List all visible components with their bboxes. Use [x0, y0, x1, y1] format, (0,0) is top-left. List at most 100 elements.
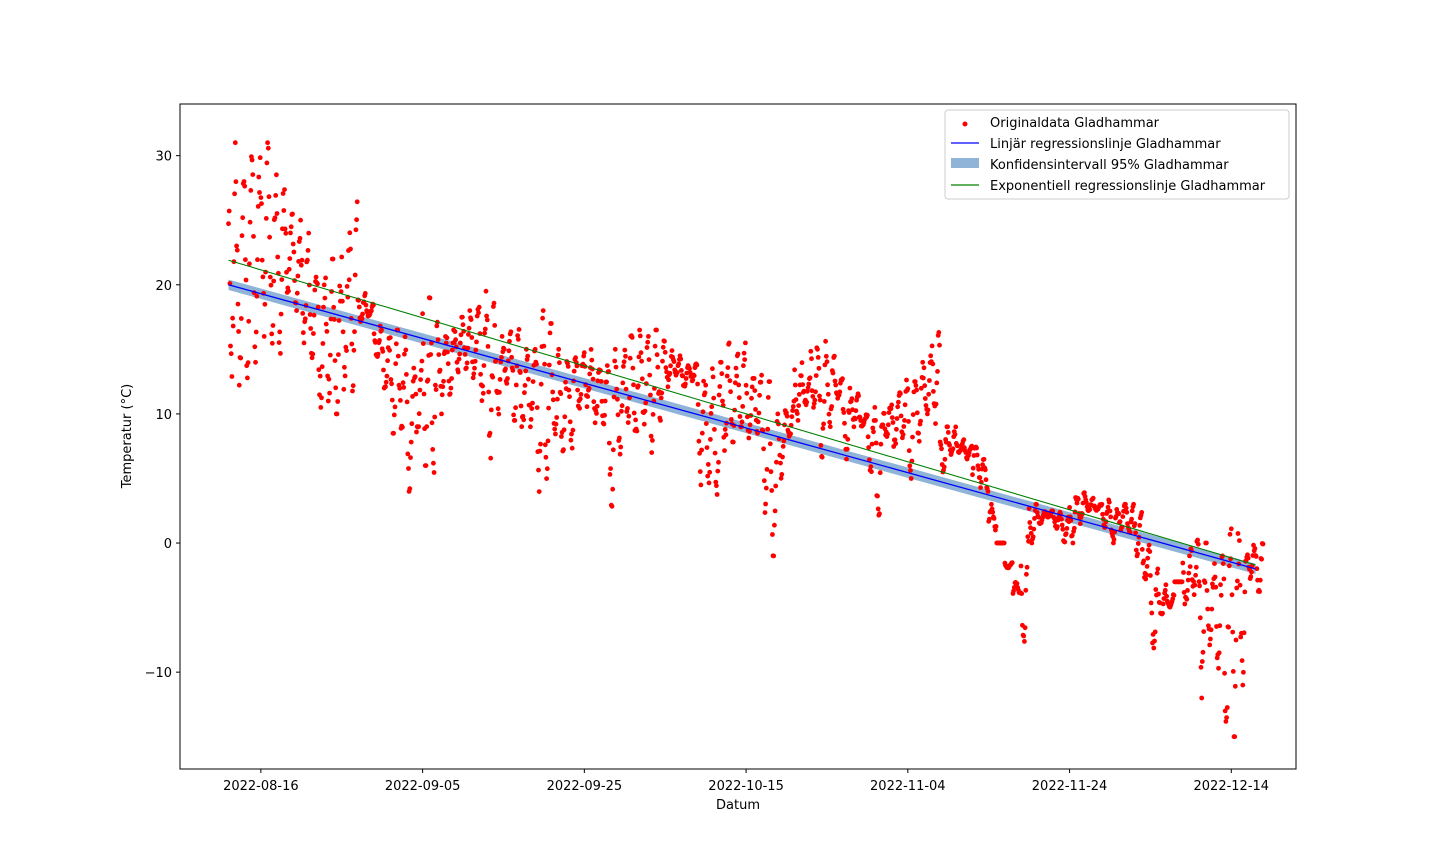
data-point [1181, 570, 1186, 575]
data-point [1162, 587, 1168, 593]
data-point [1131, 501, 1136, 507]
data-point [832, 378, 838, 384]
data-point [712, 450, 718, 456]
data-point [880, 422, 886, 428]
data-point [1248, 574, 1254, 580]
data-point [893, 441, 899, 446]
data-point [265, 145, 271, 151]
data-point [914, 387, 919, 393]
data-point [247, 261, 252, 267]
data-point [1207, 642, 1213, 648]
data-point [300, 330, 306, 336]
data-point [287, 256, 293, 261]
data-point [1199, 659, 1205, 664]
data-point [1221, 576, 1227, 582]
data-point [537, 448, 543, 454]
data-point [877, 470, 883, 476]
data-point [247, 219, 253, 225]
data-point [570, 427, 576, 433]
data-point [435, 337, 441, 342]
data-point [307, 312, 313, 317]
data-point [892, 437, 898, 443]
data-point [758, 379, 764, 385]
data-point [811, 405, 816, 410]
data-point [953, 424, 959, 430]
data-point [457, 340, 463, 346]
data-point [558, 391, 564, 397]
data-point [728, 389, 733, 395]
data-point [614, 386, 620, 392]
data-point [1087, 507, 1093, 512]
data-point [349, 341, 355, 347]
data-point [236, 329, 242, 334]
data-point [568, 437, 574, 443]
data-point [1197, 615, 1203, 621]
data-point [629, 335, 635, 340]
data-point [344, 284, 350, 289]
data-point [316, 367, 322, 373]
data-point [1018, 563, 1024, 569]
data-point [773, 483, 779, 489]
data-point [976, 466, 981, 472]
data-point [781, 438, 787, 444]
data-point [649, 450, 655, 455]
data-point [637, 327, 642, 333]
data-point [1014, 581, 1020, 586]
data-point [468, 317, 474, 322]
data-point [257, 190, 262, 195]
data-point [784, 413, 790, 419]
data-point [326, 376, 332, 382]
data-point [267, 274, 273, 280]
data-point [412, 374, 418, 379]
legend-frame [944, 109, 1290, 200]
data-point [262, 301, 268, 307]
data-point [299, 257, 305, 263]
data-point [824, 359, 830, 365]
data-point [741, 363, 746, 369]
data-point [1074, 500, 1080, 506]
data-point [1022, 625, 1028, 631]
data-point [228, 351, 234, 357]
data-point [448, 385, 454, 391]
data-point [1156, 591, 1161, 597]
data-point [1229, 592, 1235, 598]
data-point [281, 208, 287, 213]
data-point [818, 443, 824, 448]
data-point [1224, 715, 1229, 720]
data-point [1027, 520, 1033, 525]
data-point [325, 398, 331, 404]
data-point [1204, 588, 1210, 593]
data-point [617, 451, 623, 457]
data-point [392, 404, 398, 410]
data-point [327, 390, 332, 396]
data-point [636, 354, 642, 360]
data-point [925, 407, 931, 413]
data-point [830, 370, 836, 376]
data-point [970, 465, 976, 471]
data-point [282, 187, 287, 193]
data-point [439, 392, 445, 398]
data-point [885, 422, 891, 428]
data-point [270, 323, 276, 328]
data-point [516, 327, 522, 332]
data-point [608, 466, 613, 471]
data-point [542, 361, 547, 367]
data-point [668, 363, 673, 369]
data-point [621, 364, 626, 369]
data-point [280, 191, 286, 196]
data-point [466, 325, 472, 331]
data-point [941, 464, 947, 470]
data-point [460, 314, 465, 320]
data-point [916, 438, 922, 444]
data-point [321, 282, 327, 288]
data-point [865, 434, 871, 440]
data-point [678, 356, 684, 362]
data-point [617, 435, 622, 441]
data-point [310, 351, 316, 357]
data-point [885, 431, 890, 437]
data-point [1062, 539, 1068, 545]
data-point [609, 503, 615, 509]
data-point [633, 417, 638, 423]
data-point [445, 349, 450, 355]
data-point [813, 389, 818, 395]
